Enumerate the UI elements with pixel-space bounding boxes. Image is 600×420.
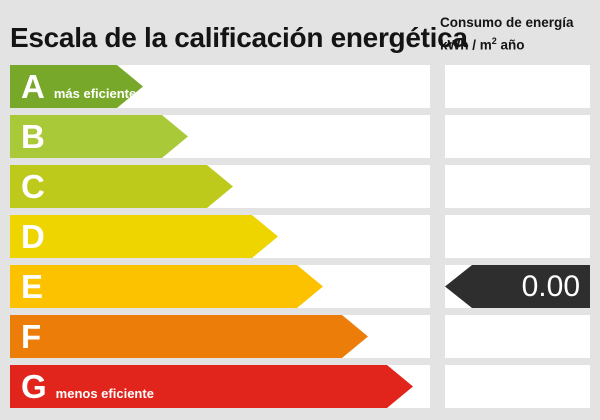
scale-row-f: F	[0, 315, 600, 358]
rating-letter: E	[21, 268, 44, 305]
consumption-cell	[445, 215, 590, 258]
superscript-2: 2	[491, 36, 497, 46]
rating-arrow-c: C	[10, 165, 233, 208]
scale-row-d: D	[0, 215, 600, 258]
scale-row-e: E 0.00	[0, 265, 600, 308]
consumption-cell	[445, 315, 590, 358]
rating-letter: B	[21, 118, 45, 155]
rating-letter: A	[21, 68, 45, 105]
consumption-cell	[445, 115, 590, 158]
consumption-cell: 0.00	[445, 265, 590, 308]
rating-arrow-g: G menos eficiente	[10, 365, 413, 408]
consumption-cell	[445, 65, 590, 108]
consumption-header-line2: kWh / m2 año	[440, 36, 525, 53]
rating-arrow-f: F	[10, 315, 368, 358]
consumption-header: Consumo de energía kWh / m2 año	[440, 14, 595, 55]
consumption-cell	[445, 165, 590, 208]
rating-arrow-d: D	[10, 215, 278, 258]
page-title: Escala de la calificación energética	[10, 22, 468, 53]
consumption-header-line1: Consumo de energía	[440, 15, 574, 30]
scale-row-g: G menos eficiente	[0, 365, 600, 408]
scale-row-b: B	[0, 115, 600, 158]
rating-letter: D	[21, 218, 45, 255]
rating-letter: C	[21, 168, 45, 205]
rating-arrow-b: B	[10, 115, 188, 158]
rating-letter: F	[21, 318, 42, 355]
rating-note: menos eficiente	[55, 386, 154, 401]
scale-row-c: C	[0, 165, 600, 208]
rating-arrow-e: E	[10, 265, 323, 308]
scale-row-a: A más eficiente	[0, 65, 600, 108]
rating-note: más eficiente	[53, 86, 137, 101]
consumption-indicator-arrow: 0.00	[445, 265, 590, 308]
consumption-cell	[445, 365, 590, 408]
energy-rating-scale: A más eficiente B C D E	[0, 65, 600, 415]
rating-arrow-a: A más eficiente	[10, 65, 143, 108]
rating-letter: G	[21, 368, 47, 405]
